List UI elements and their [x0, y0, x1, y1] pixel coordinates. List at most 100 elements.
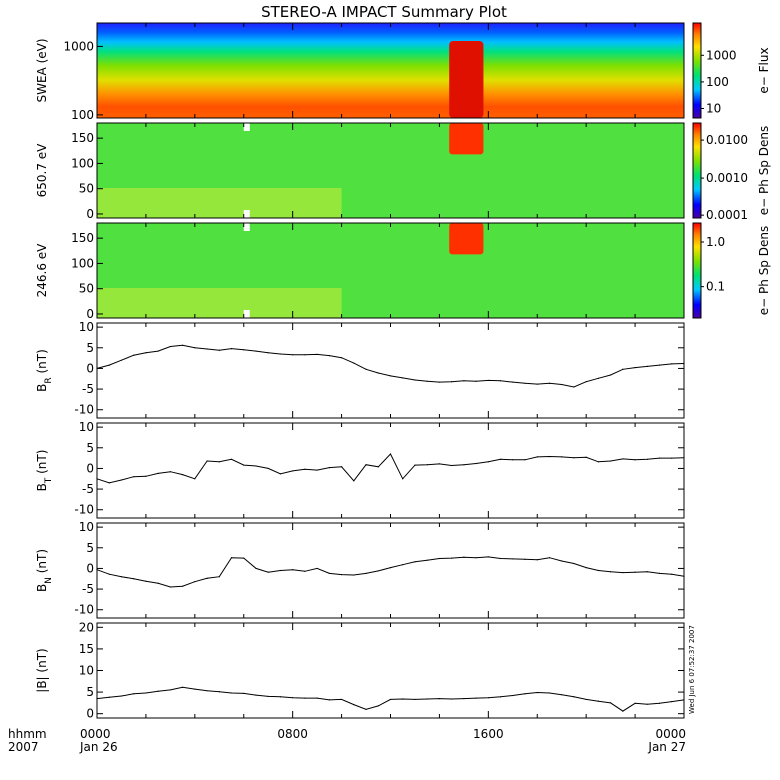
- data-point: [561, 694, 563, 696]
- data-point: [499, 696, 502, 698]
- panel-frame: [96, 622, 685, 719]
- x-tick-date-label: Jan 27: [647, 740, 686, 754]
- data-point: [353, 574, 355, 576]
- y-tick-label: 100: [71, 108, 94, 122]
- data-point: [353, 362, 355, 364]
- flux-enhancement: [449, 41, 484, 118]
- y-tick-label: -10: [74, 603, 94, 617]
- colorbar-label: e− Ph Sp Dens: [757, 226, 771, 315]
- data-point: [365, 464, 367, 466]
- data-point: [573, 386, 575, 388]
- data-point: [597, 377, 599, 379]
- data-point: [426, 464, 428, 466]
- high-pitch-enhancement: [449, 123, 484, 155]
- colorbar: [692, 222, 702, 319]
- y-tick-label: -5: [82, 582, 94, 596]
- data-point: [230, 458, 233, 460]
- data-point: [622, 368, 624, 370]
- data-point: [658, 457, 661, 459]
- data-point: [243, 692, 245, 694]
- colorbar-tick-label: 0.0001: [706, 208, 748, 222]
- data-point: [340, 698, 343, 701]
- data-point: [157, 690, 159, 692]
- data-point: [255, 350, 257, 352]
- data-gap: [243, 223, 250, 231]
- data-point: [597, 461, 599, 463]
- y-tick-label: 100: [71, 156, 94, 170]
- data-point: [426, 559, 428, 561]
- data-point: [402, 377, 404, 379]
- data-point: [683, 362, 685, 365]
- y-axis-label: BR (nT): [35, 349, 54, 392]
- data-point: [573, 562, 575, 565]
- data-point: [536, 691, 538, 694]
- data-point: [622, 458, 624, 460]
- data-point: [194, 581, 196, 583]
- data-point: [328, 699, 330, 701]
- data-point: [365, 368, 367, 370]
- data-point: [475, 380, 477, 382]
- data-point: [218, 461, 220, 463]
- data-point: [683, 575, 685, 577]
- line-panel-4: 20 15 10 5 0 |B| (nT): [35, 620, 685, 721]
- data-point: [169, 345, 171, 348]
- data-point: [402, 698, 404, 700]
- data-point: [671, 700, 673, 703]
- data-point: [487, 461, 489, 463]
- y-axis-label: |B| (nT): [35, 648, 49, 692]
- data-point: [499, 557, 502, 560]
- data-point: [536, 456, 538, 458]
- colorbar-tick-label: 100: [706, 75, 729, 89]
- y-axis-label: 246.6 eV: [35, 243, 49, 298]
- data-point: [499, 380, 502, 382]
- line-panel-1: 10 5 0 -5 -10 BR (nT): [35, 320, 685, 419]
- data-point: [683, 457, 685, 459]
- data-point: [255, 694, 257, 696]
- data-point: [475, 462, 477, 465]
- data-point: [243, 349, 245, 351]
- data-point: [292, 569, 294, 571]
- data-point: [96, 569, 98, 571]
- spectrogram-panel-2: 150 100 50 0 650.7 eV 0.0100 0.0010 0.0001 e− Ph…: [35, 122, 771, 222]
- y-tick-label: 10: [79, 420, 94, 434]
- data-point: [157, 472, 159, 474]
- data-gap: [243, 123, 250, 131]
- data-point: [438, 557, 441, 560]
- data-point: [377, 570, 379, 572]
- y-tick-label: 0: [86, 207, 94, 221]
- data-point: [389, 698, 392, 701]
- panel-frame: [96, 422, 685, 519]
- spectrogram-image: [97, 23, 684, 118]
- data-point: [646, 365, 648, 367]
- colorbar-tick-label: 1.0: [706, 235, 725, 249]
- data-point: [194, 688, 196, 690]
- data-point: [182, 585, 184, 587]
- data-point: [316, 353, 318, 355]
- data-point: [622, 571, 624, 574]
- data-point: [108, 696, 110, 698]
- data-point: [402, 564, 404, 566]
- data-point: [328, 572, 330, 574]
- data-point: [561, 383, 563, 386]
- data-point: [230, 557, 233, 559]
- data-point: [279, 473, 282, 475]
- data-point: [512, 694, 514, 697]
- data-point: [316, 697, 318, 699]
- y-tick-label: 10: [79, 520, 94, 534]
- high-pitch-enhancement: [449, 223, 484, 255]
- data-point: [438, 697, 441, 700]
- data-point: [597, 700, 599, 702]
- data-point: [536, 559, 538, 561]
- data-point: [426, 380, 428, 382]
- y-tick-label: 0: [86, 707, 94, 721]
- data-point: [108, 573, 110, 575]
- y-axis-label: BT (nT): [35, 450, 54, 492]
- colorbar-tick-label: 0.1: [706, 280, 725, 294]
- data-point: [133, 476, 135, 478]
- data-point: [671, 363, 673, 365]
- data-point: [475, 697, 477, 699]
- x-tick-label: 0800: [277, 727, 308, 741]
- data-point: [133, 578, 135, 580]
- data-point: [377, 466, 379, 468]
- data-point: [255, 567, 257, 570]
